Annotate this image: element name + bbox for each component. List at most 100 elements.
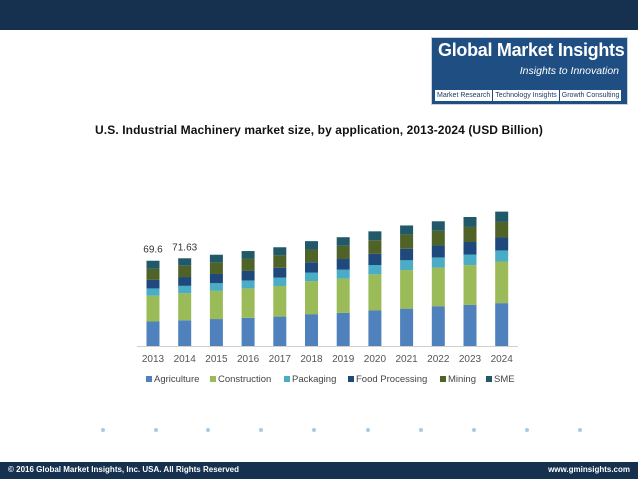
bar-segment-mining-2016 (241, 258, 255, 271)
bar-segment-construction-2015 (209, 290, 223, 320)
bar-segment-agriculture-2022 (431, 306, 445, 346)
bar-segment-food-processing-2021 (400, 248, 414, 261)
header-bar (0, 0, 638, 30)
bar-segment-food-processing-2017 (273, 267, 287, 278)
legend-swatch-sme (486, 376, 492, 382)
bar-segment-packaging-2022 (431, 257, 445, 268)
slide-dot (101, 428, 105, 432)
bar-segment-construction-2019 (336, 278, 350, 313)
bar-segment-agriculture-2018 (305, 314, 318, 346)
bar-segment-packaging-2017 (273, 277, 287, 286)
bar-segment-mining-2022 (431, 230, 445, 246)
legend-label-packaging: Packaging (292, 374, 336, 385)
bar-segment-food-processing-2015 (209, 273, 223, 284)
x-tick-label-2018: 2018 (300, 354, 323, 365)
legend-label-agriculture: Agriculture (154, 374, 199, 385)
bar-segment-sme-2020 (368, 231, 382, 241)
slide-dot (472, 428, 476, 432)
slide-dot (366, 428, 370, 432)
bar-segment-construction-2017 (273, 285, 287, 317)
x-tick-label-2020: 2020 (364, 354, 387, 365)
bar-segment-agriculture-2013 (146, 321, 160, 346)
legend-swatch-food-processing (348, 376, 354, 382)
bar-segment-food-processing-2020 (368, 253, 382, 266)
bar-segment-packaging-2023 (463, 254, 477, 266)
company-logo: Global Market Insights Insights to Innov… (431, 37, 628, 105)
bar-segment-mining-2015 (209, 262, 223, 274)
x-tick-label-2017: 2017 (269, 354, 292, 365)
bar-segment-agriculture-2019 (336, 312, 350, 347)
footer-bar: © 2016 Global Market Insights, Inc. USA.… (0, 462, 638, 479)
bar-segment-packaging-2021 (400, 260, 414, 271)
bar-segment-agriculture-2021 (400, 308, 414, 346)
bar-segment-mining-2017 (273, 255, 287, 268)
x-tick-label-2024: 2024 (491, 354, 514, 365)
logo-link-market-research: Market Research (435, 90, 493, 101)
bar-segment-construction-2013 (146, 295, 160, 322)
bar-segment-agriculture-2015 (209, 319, 223, 346)
bar-segment-agriculture-2017 (273, 316, 287, 346)
bar-segment-packaging-2013 (146, 288, 160, 296)
bar-segment-food-processing-2016 (241, 270, 255, 281)
bar-segment-construction-2024 (495, 261, 509, 304)
legend-swatch-packaging (284, 376, 290, 382)
x-tick-label-2014: 2014 (174, 354, 197, 365)
logo-links: Market Research Technology Insights Grow… (435, 90, 622, 101)
legend-label-food-processing: Food Processing (356, 374, 427, 385)
data-label-2014: 71.63 (172, 242, 197, 253)
bar-segment-packaging-2016 (241, 280, 255, 289)
bar-segment-food-processing-2024 (495, 237, 509, 251)
bar-segment-sme-2023 (463, 217, 477, 227)
legend-swatch-mining (440, 376, 446, 382)
footer-website: www.gminsights.com (548, 465, 630, 474)
bar-segment-sme-2017 (273, 247, 287, 256)
logo-link-growth-consulting: Growth Consulting (559, 90, 622, 101)
bar-segment-sme-2018 (305, 241, 318, 250)
bar-segment-food-processing-2019 (336, 259, 350, 270)
legend-label-construction: Construction (218, 374, 271, 385)
x-tick-label-2019: 2019 (332, 354, 355, 365)
bar-segment-mining-2023 (463, 226, 477, 242)
bar-segment-sme-2016 (241, 251, 255, 259)
bar-segment-agriculture-2024 (495, 303, 509, 347)
bar-segment-sme-2022 (431, 221, 445, 231)
bar-segment-packaging-2014 (178, 285, 192, 294)
legend-label-sme: SME (494, 374, 515, 385)
bar-segment-mining-2024 (495, 221, 509, 238)
bar-segment-mining-2019 (336, 245, 350, 260)
bar-segment-packaging-2018 (305, 272, 318, 282)
x-tick-label-2013: 2013 (142, 354, 165, 365)
slide-dot (419, 428, 423, 432)
slide-dot (312, 428, 316, 432)
bar-segment-sme-2024 (495, 211, 509, 222)
slide-dot (578, 428, 582, 432)
legend-swatch-agriculture (146, 376, 152, 382)
bar-segment-construction-2014 (178, 293, 192, 321)
bar-segment-food-processing-2014 (178, 277, 192, 286)
bar-segment-sme-2019 (336, 237, 350, 246)
bar-segment-mining-2021 (400, 234, 414, 249)
bar-segment-food-processing-2013 (146, 279, 160, 289)
logo-link-technology-insights: Technology Insights (493, 90, 559, 101)
data-label-2013: 69.6 (143, 245, 163, 256)
bar-segment-packaging-2019 (336, 269, 350, 279)
chart-title: U.S. Industrial Machinery market size, b… (95, 123, 543, 137)
bar-segment-mining-2014 (178, 265, 192, 278)
slide-dot (525, 428, 529, 432)
bar-segment-construction-2018 (305, 281, 318, 315)
footer-copyright: © 2016 Global Market Insights, Inc. USA.… (8, 465, 239, 474)
x-tick-label-2016: 2016 (237, 354, 260, 365)
bar-segment-agriculture-2020 (368, 310, 382, 347)
slide-dot (259, 428, 263, 432)
logo-title: Global Market Insights (438, 40, 625, 60)
legend-label-mining: Mining (448, 374, 476, 385)
x-tick-label-2022: 2022 (427, 354, 450, 365)
bar-segment-agriculture-2014 (178, 320, 192, 346)
bar-segment-agriculture-2023 (463, 304, 477, 346)
bar-segment-agriculture-2016 (241, 317, 255, 346)
bar-segment-food-processing-2022 (431, 245, 445, 258)
bar-segment-packaging-2020 (368, 265, 382, 275)
bar-segment-construction-2021 (400, 270, 414, 309)
slide-dot (154, 428, 158, 432)
bar-segment-construction-2023 (463, 265, 477, 305)
